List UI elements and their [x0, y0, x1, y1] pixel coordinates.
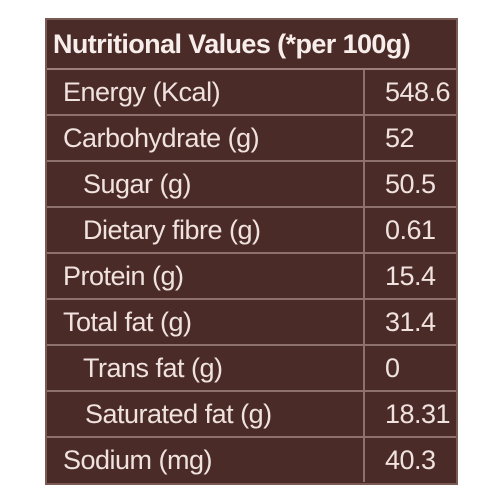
nutrient-value: 0: [364, 345, 456, 392]
nutrient-name: Total fat (g): [47, 299, 365, 346]
nutrient-name: Sodium (mg): [47, 437, 365, 482]
nutrition-table: Energy (Kcal) 548.6 Carbohydrate (g) 52 Suga…: [47, 70, 456, 482]
nutrition-panel: Nutritional Values (*per 100g) Energy (K…: [45, 18, 458, 485]
table-row: Saturated fat (g) 18.31: [47, 391, 456, 438]
table-row: Energy (Kcal) 548.6: [47, 70, 456, 116]
table-row: Sodium (mg) 40.3: [47, 437, 456, 482]
nutrient-value: 548.6: [364, 70, 456, 116]
table-row: Total fat (g) 31.4: [47, 299, 456, 346]
nutrient-value: 50.5: [364, 161, 456, 208]
table-row: Trans fat (g) 0: [47, 345, 456, 392]
nutrient-name: Trans fat (g): [47, 345, 365, 392]
nutrient-value: 18.31: [364, 391, 456, 438]
table-row: Sugar (g) 50.5: [47, 161, 456, 208]
table-title: Nutritional Values (*per 100g): [47, 20, 456, 70]
nutrient-name: Carbohydrate (g): [47, 115, 365, 162]
nutrient-name: Protein (g): [47, 253, 365, 300]
nutrient-value: 31.4: [364, 299, 456, 346]
table-row: Protein (g) 15.4: [47, 253, 456, 300]
nutrient-value: 0.61: [364, 207, 456, 254]
nutrient-name: Dietary fibre (g): [47, 207, 365, 254]
table-row: Dietary fibre (g) 0.61: [47, 207, 456, 254]
table-row: Carbohydrate (g) 52: [47, 115, 456, 162]
nutrient-name: Energy (Kcal): [47, 70, 365, 116]
nutrient-name: Sugar (g): [47, 161, 365, 208]
table-body: Energy (Kcal) 548.6 Carbohydrate (g) 52 Suga…: [47, 70, 456, 482]
nutrient-value: 15.4: [364, 253, 456, 300]
nutrient-value: 52: [364, 115, 456, 162]
nutrient-value: 40.3: [385, 444, 436, 475]
nutrient-name: Saturated fat (g): [47, 391, 365, 438]
